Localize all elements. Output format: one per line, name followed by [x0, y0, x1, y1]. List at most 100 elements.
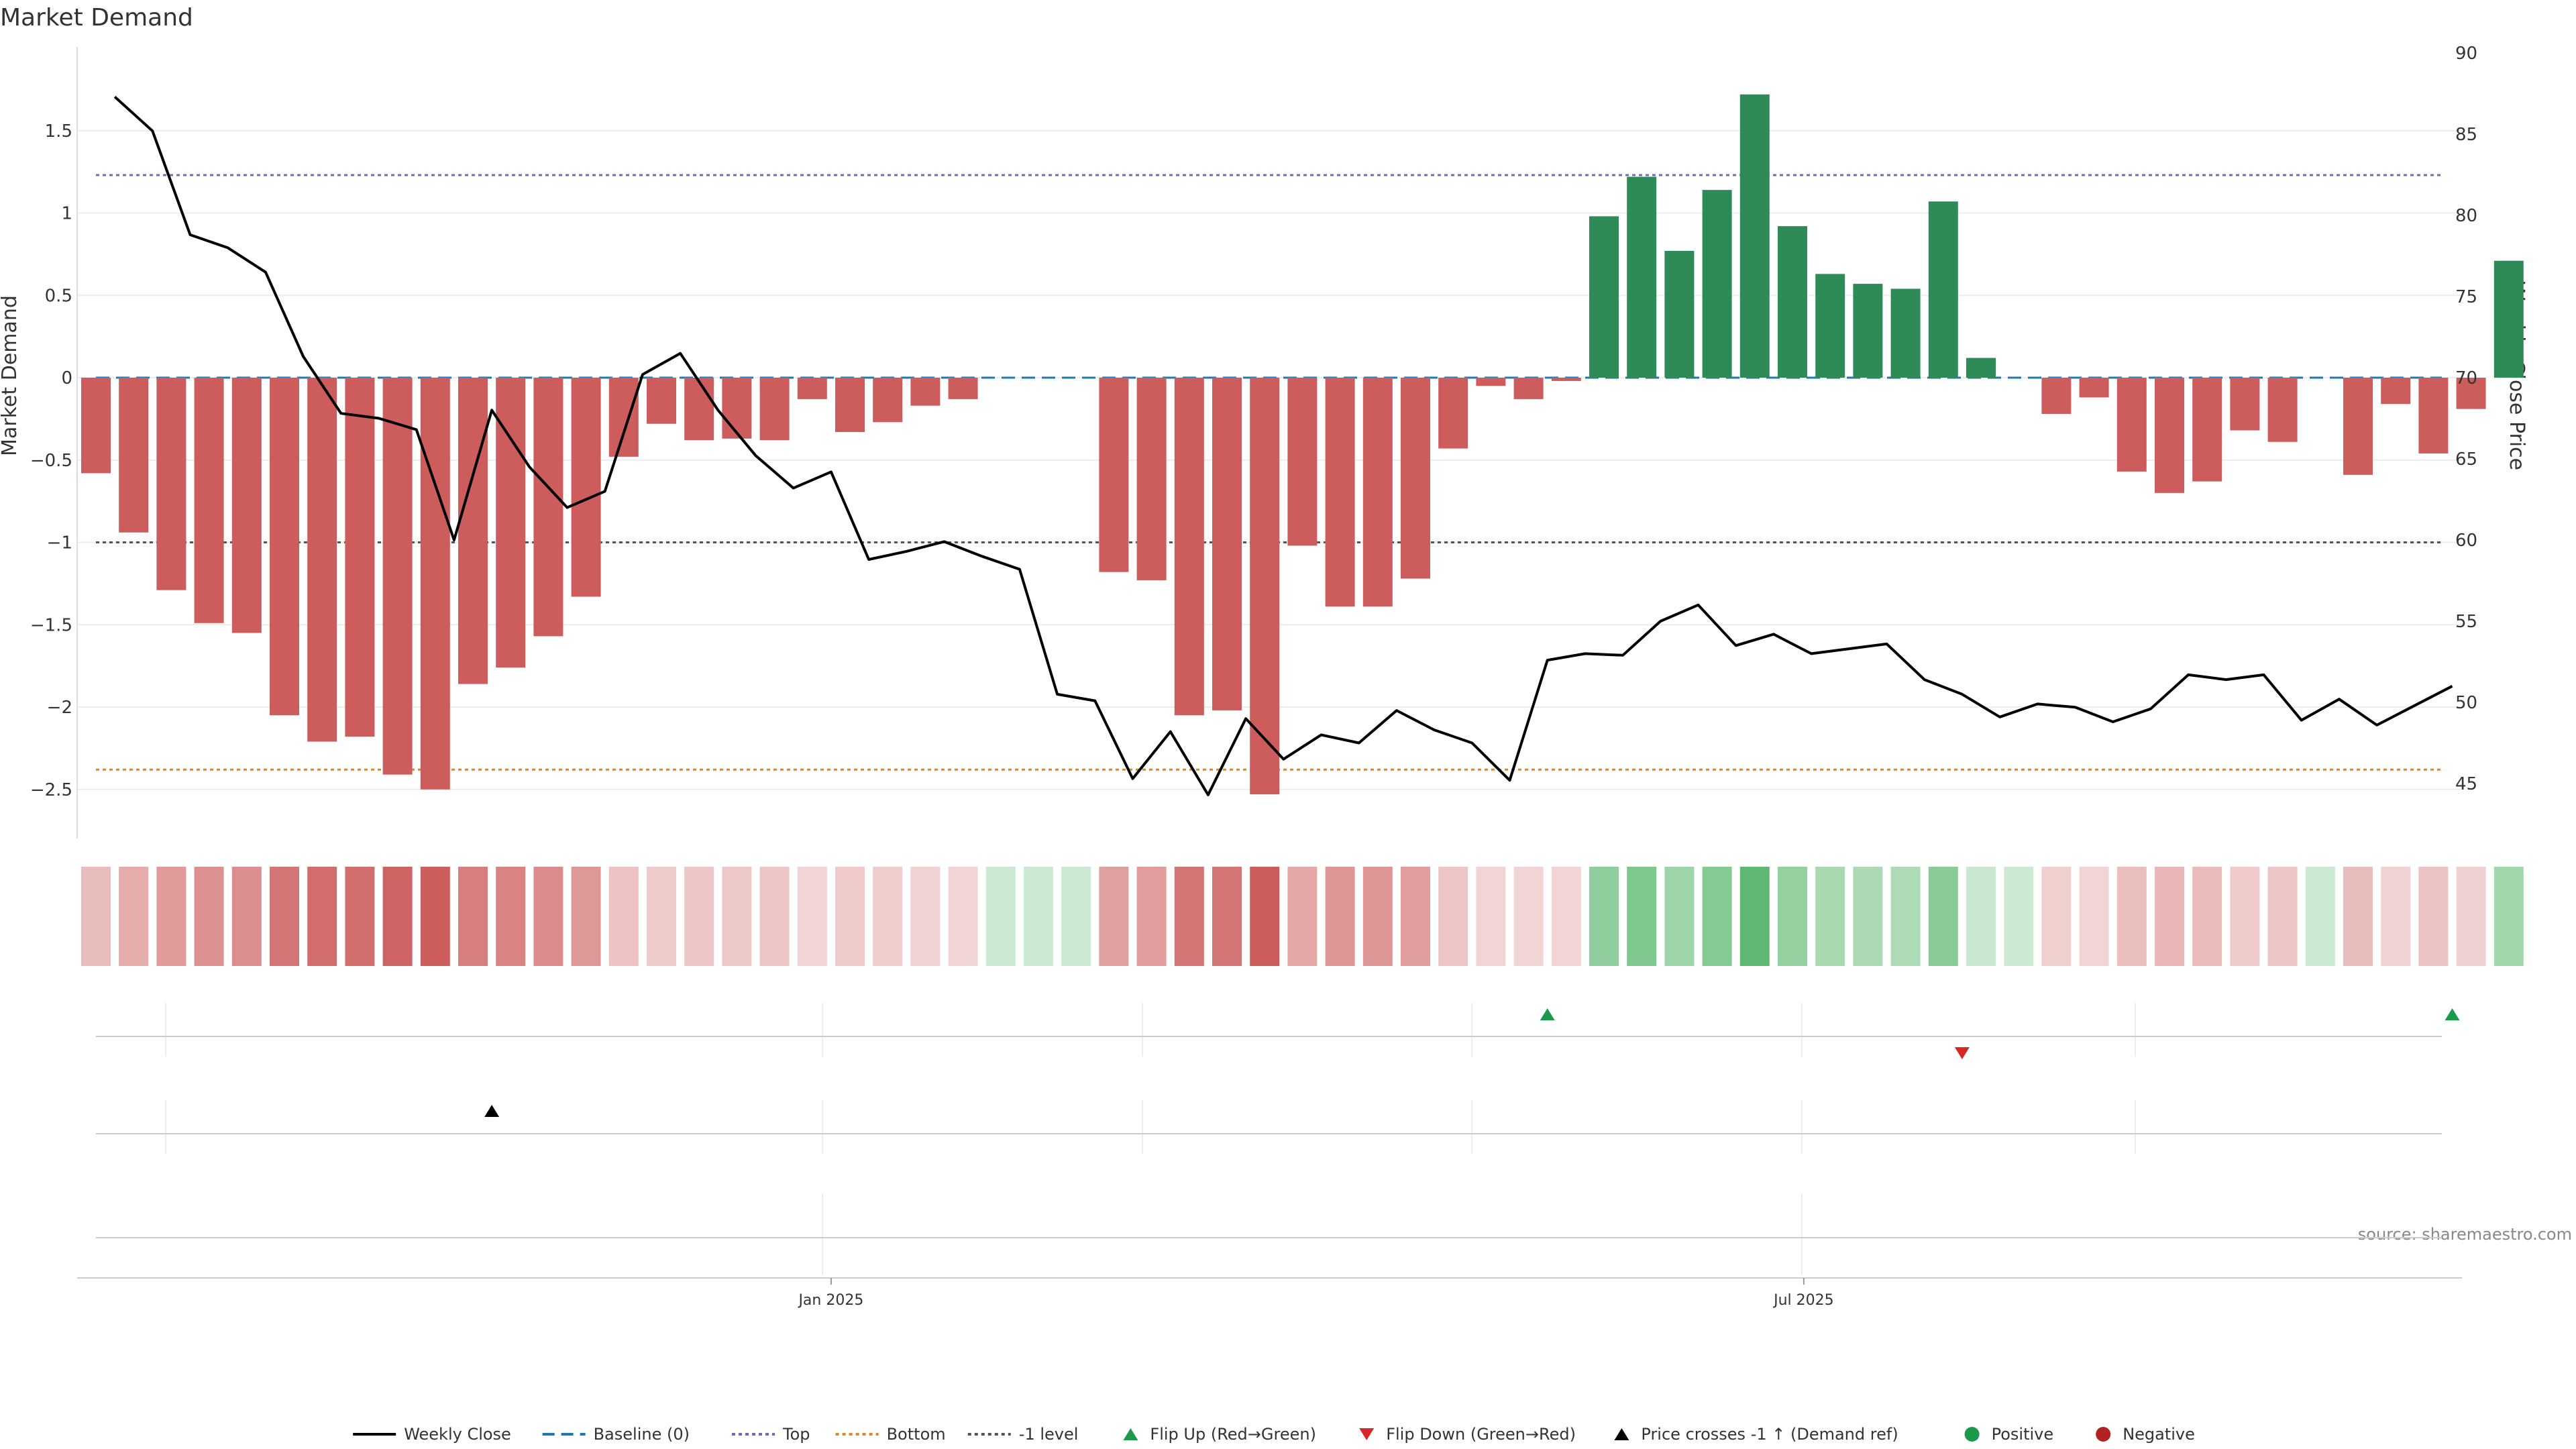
demand-bar — [458, 378, 488, 684]
heat-cell — [1739, 867, 1770, 966]
heat-cell — [1325, 867, 1355, 966]
demand-bar — [307, 378, 337, 742]
y-tick-label: 1.5 — [45, 121, 72, 142]
flip-down-marker — [1954, 1047, 1970, 1059]
heat-cell — [2381, 867, 2411, 966]
demand-bar — [1513, 378, 1544, 399]
demand-bar — [156, 378, 186, 590]
legend: Weekly Close Baseline (0) Top Bottom -1 leve… — [353, 1425, 2195, 1444]
demand-bar — [1287, 378, 1318, 546]
legend-label: Flip Down (Green→Red) — [1386, 1425, 1576, 1444]
heat-cell — [1174, 867, 1204, 966]
weekly-close-line-group — [113, 95, 2453, 796]
heat-cell — [2418, 867, 2449, 966]
heat-cell — [81, 867, 111, 966]
legend-label: -1 level — [1019, 1425, 1079, 1444]
heat-cell — [1513, 867, 1544, 966]
heat-cell — [647, 867, 676, 966]
demand-bar — [119, 378, 149, 533]
demand-bar — [835, 378, 865, 433]
heat-cell — [1664, 867, 1695, 966]
demand-bar — [2079, 378, 2109, 398]
y-tick-label: −2.5 — [30, 780, 72, 800]
heat-cell — [1212, 867, 1242, 966]
demand-bar — [2192, 378, 2222, 482]
heat-cell — [1589, 867, 1619, 966]
heat-cell — [835, 867, 865, 966]
demand-bar — [1476, 378, 1506, 386]
x-tick-labels: Jan 2025 Jul 2025 — [77, 1277, 2462, 1309]
heat-cell — [2230, 867, 2260, 966]
heat-cell — [1890, 867, 1921, 966]
heat-cell — [270, 867, 299, 966]
demand-bar — [2381, 378, 2411, 405]
demand-bar — [608, 378, 639, 457]
heat-cell — [948, 867, 978, 966]
demand-bar — [1174, 378, 1204, 716]
heat-cell — [194, 867, 224, 966]
heat-cell — [2343, 867, 2373, 966]
heat-cell — [608, 867, 639, 966]
heat-cell — [1250, 867, 1280, 966]
heat-cell — [873, 867, 903, 966]
flip-up-marker — [1540, 1008, 1555, 1020]
weekly-close-line — [113, 95, 2453, 796]
heat-cell — [684, 867, 714, 966]
legend-label: Price crosses -1 ↑ (Demand ref) — [1641, 1425, 1898, 1444]
heat-cell — [1287, 867, 1318, 966]
x-tick-label: Jul 2025 — [1772, 1292, 1834, 1309]
y-tick-label: 1 — [61, 204, 72, 224]
demand-bar — [722, 378, 752, 439]
legend-swatch — [1123, 1428, 1138, 1440]
demand-bar — [1136, 378, 1167, 580]
heat-cell — [910, 867, 941, 966]
heat-cell — [759, 867, 790, 966]
y2-tick-label: 45 — [2455, 774, 2477, 794]
demand-bar — [1928, 201, 1958, 378]
y2-tick-label: 80 — [2455, 206, 2477, 226]
demand-bar — [270, 378, 299, 716]
heat-cell — [1551, 867, 1581, 966]
heat-cell — [2493, 867, 2524, 966]
heat-cell — [420, 867, 450, 966]
demand-bar — [2267, 378, 2298, 442]
heat-cell — [1627, 867, 1657, 966]
y2-tick-label: 75 — [2455, 287, 2477, 307]
legend-label: Flip Up (Red→Green) — [1150, 1425, 1316, 1444]
y-tick-label: −2 — [47, 698, 72, 718]
heat-cell — [985, 867, 1016, 966]
heat-cell — [345, 867, 375, 966]
y2-tick-label: 90 — [2455, 44, 2477, 64]
heat-cell — [2267, 867, 2298, 966]
y-tick-label: −1.5 — [30, 615, 72, 635]
y-axis-label: Market Demand — [0, 295, 21, 456]
y2-tick-labels: 45 50 55 60 65 70 75 80 85 90 — [2455, 44, 2477, 794]
demand-bar — [647, 378, 676, 424]
y2-tick-label: 70 — [2455, 368, 2477, 388]
demand-bar — [2493, 260, 2524, 378]
legend-swatch — [1964, 1427, 1980, 1442]
x-tick-label: Jan 2025 — [797, 1292, 863, 1309]
price-cross-marker — [484, 1105, 500, 1117]
heat-cell — [458, 867, 488, 966]
demand-bar — [1627, 176, 1657, 378]
demand-bar — [1853, 284, 1883, 378]
demand-bar — [1250, 378, 1280, 795]
y2-tick-label: 50 — [2455, 693, 2477, 713]
heat-cell — [2004, 867, 2034, 966]
heat-cell — [1061, 867, 1091, 966]
demand-bar — [1778, 226, 1807, 378]
heat-cell — [1702, 867, 1732, 966]
demand-bar — [1702, 190, 1732, 378]
demand-bar — [1815, 274, 1845, 378]
heat-cell — [119, 867, 149, 966]
heat-cell — [1362, 867, 1393, 966]
y2-tick-label: 85 — [2455, 125, 2477, 145]
y-tick-label: −0.5 — [30, 451, 72, 471]
demand-bar — [1401, 378, 1430, 579]
demand-bar — [1589, 216, 1619, 378]
heat-cell — [1853, 867, 1883, 966]
demand-bar — [345, 378, 375, 737]
heat-cell — [2456, 867, 2486, 966]
demand-bar — [2155, 378, 2184, 493]
